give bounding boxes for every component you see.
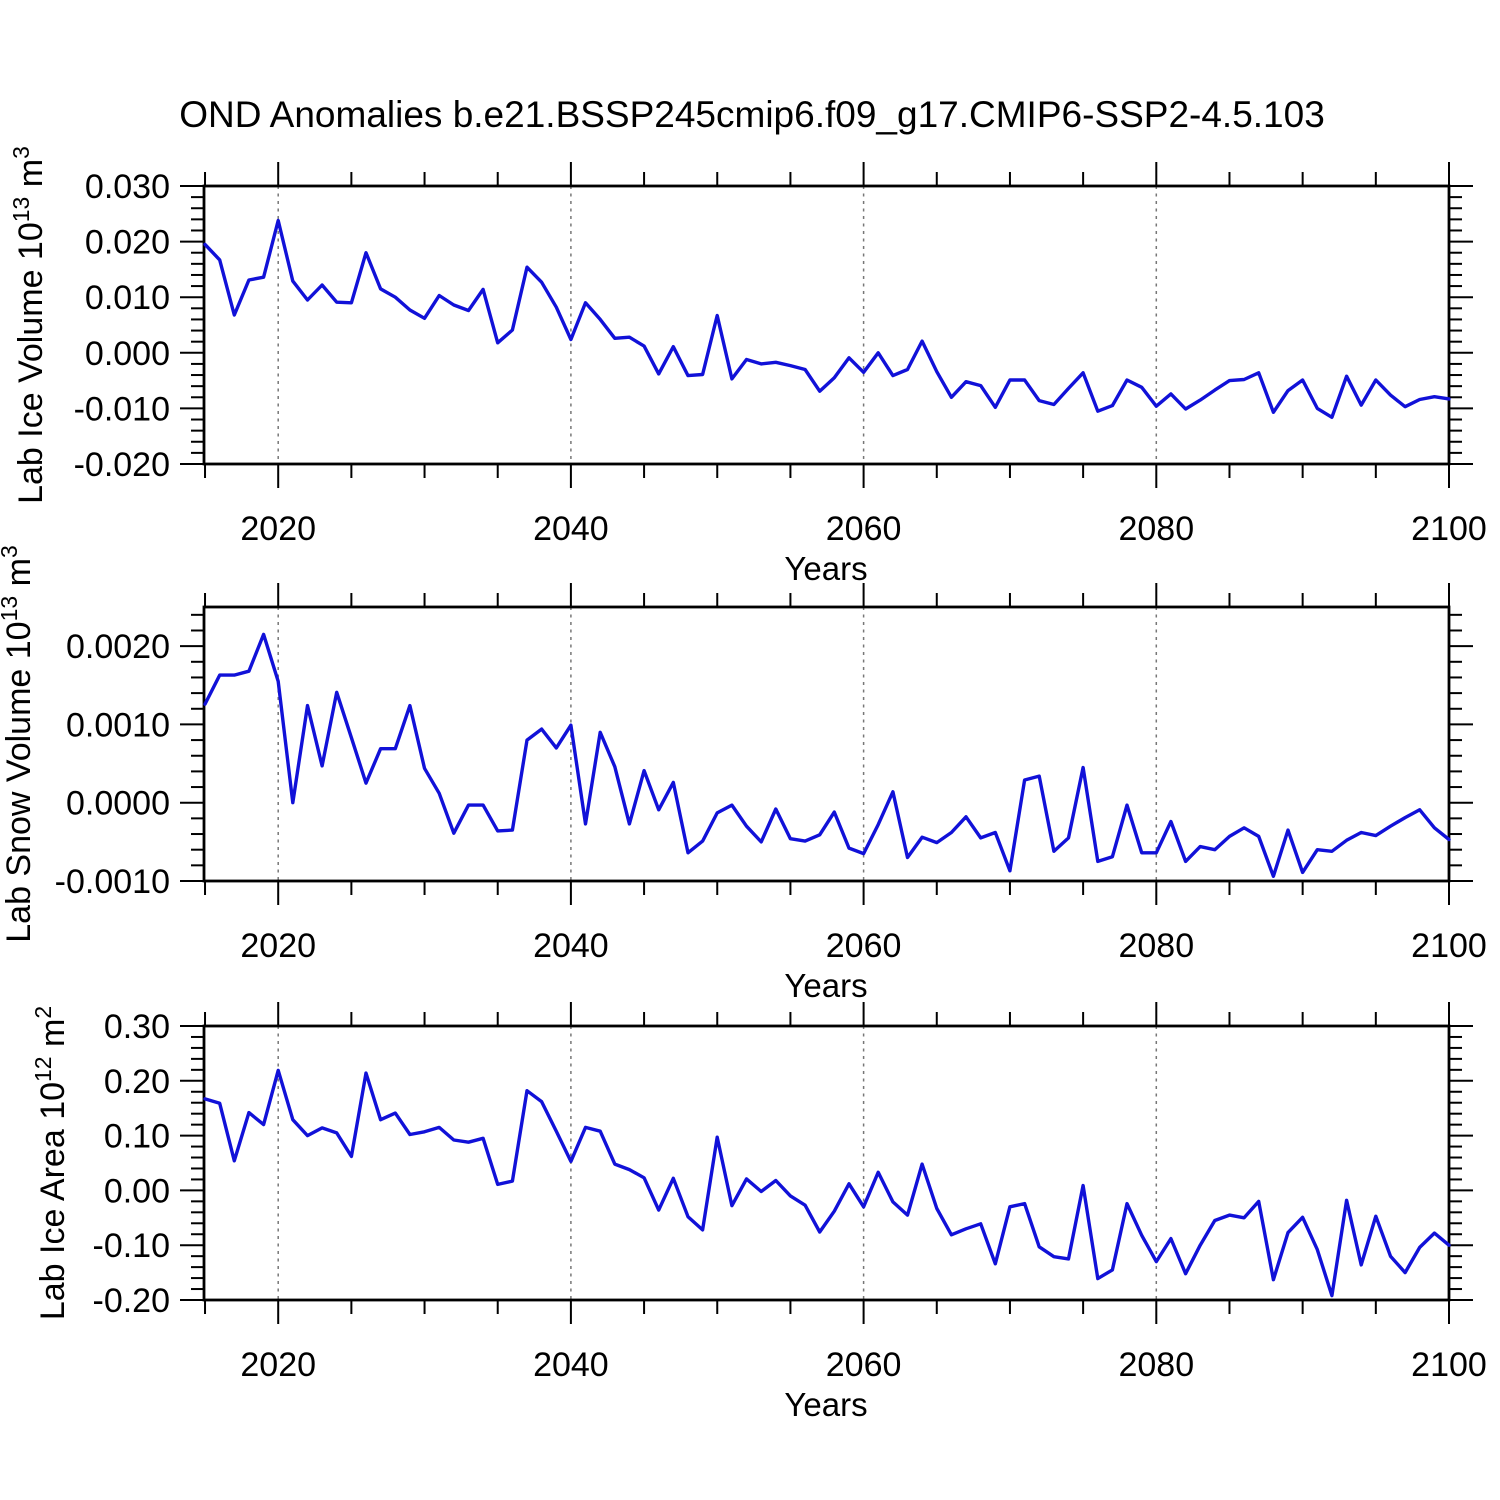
plot-box xyxy=(202,184,1451,466)
y-tick-label: 0.10 xyxy=(104,1118,170,1156)
series-line-lab-ice-volume xyxy=(203,218,1451,419)
x-tick-label: 2040 xyxy=(533,1346,609,1384)
x-tick-label: 2100 xyxy=(1411,510,1487,548)
y-tick-label: 0.0000 xyxy=(66,785,170,823)
x-tick-label: 2040 xyxy=(533,510,609,548)
x-tick-label: 2020 xyxy=(240,927,316,965)
y-tick-label: 0.00 xyxy=(104,1172,170,1210)
y-tick-label: 0.000 xyxy=(85,335,170,373)
x-axis-title-panel2: Years xyxy=(784,967,867,1004)
x-tick-label: 2040 xyxy=(533,927,609,965)
x-axis-title-panel1: Years xyxy=(784,550,867,587)
x-tick-label: 2080 xyxy=(1118,1346,1194,1384)
y-tick-label: 0.030 xyxy=(85,168,170,206)
x-tick-label: 2020 xyxy=(240,510,316,548)
y-tick-label: 0.30 xyxy=(104,1008,170,1046)
y-tick-label: 0.010 xyxy=(85,279,170,317)
x-tick-label: 2080 xyxy=(1118,510,1194,548)
series-line-lab-snow-volume xyxy=(203,632,1451,878)
y-tick-label: 0.0010 xyxy=(66,706,170,744)
x-tick-label: 2100 xyxy=(1411,1346,1487,1384)
plot-box xyxy=(202,1024,1451,1302)
y-tick-label: -0.10 xyxy=(93,1227,171,1265)
x-tick-label: 2080 xyxy=(1118,927,1194,965)
panels-container: 0.030 0.020 0.010 0.000 -0.010 -0.020 2020 2040… xyxy=(0,146,1487,1384)
panel-lab-ice-area: 0.30 0.20 0.10 0.00 -0.10 -0.20 2020 2040 2060 20… xyxy=(30,1002,1487,1384)
panel-lab-ice-volume: 0.030 0.020 0.010 0.000 -0.010 -0.020 2020 2040… xyxy=(8,146,1487,548)
panel-lab-snow-volume: 0.0020 0.0010 0.0000 -0.0010 2020 2040 2060 208… xyxy=(0,545,1487,965)
plot-box xyxy=(202,605,1451,883)
series-line-lab-ice-area xyxy=(203,1068,1451,1298)
y-tick-label: 0.0020 xyxy=(66,628,170,666)
x-tick-label: 2060 xyxy=(826,510,902,548)
y-tick-label: 0.20 xyxy=(104,1063,170,1101)
y-tick-label: -0.020 xyxy=(74,446,170,484)
x-tick-label: 2100 xyxy=(1411,927,1487,965)
x-tick-label: 2060 xyxy=(826,927,902,965)
x-tick-label: 2020 xyxy=(240,1346,316,1384)
y-tick-label: -0.20 xyxy=(93,1282,171,1320)
y-tick-label: -0.010 xyxy=(74,390,170,428)
x-tick-label: 2060 xyxy=(826,1346,902,1384)
y-axis-title: Lab Ice Area 1012 m2 xyxy=(30,1006,72,1320)
x-axis-title-panel3: Years xyxy=(784,1386,867,1423)
y-axis-title: Lab Snow Volume 1013 m3 xyxy=(0,545,38,943)
chart-title: OND Anomalies b.e21.BSSP245cmip6.f09_g17… xyxy=(179,94,1325,135)
y-tick-label: 0.020 xyxy=(85,224,170,262)
y-axis-title: Lab Ice Volume 1013 m3 xyxy=(8,146,50,504)
y-tick-label: -0.0010 xyxy=(55,863,170,901)
